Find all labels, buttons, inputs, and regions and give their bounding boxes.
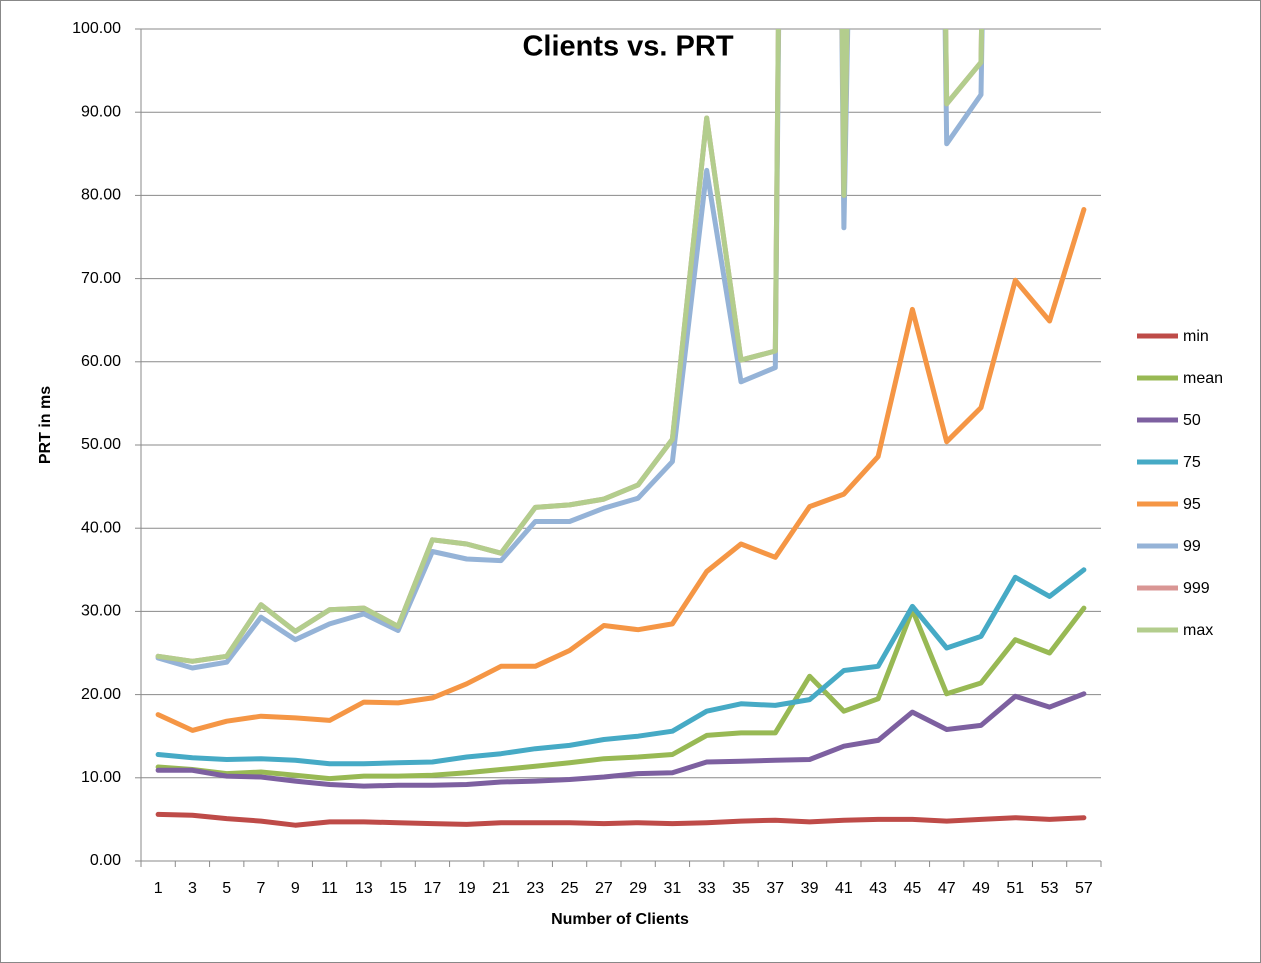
x-tick-label: 15 bbox=[389, 880, 407, 897]
chart-title: Clients vs. PRT bbox=[522, 31, 733, 63]
x-tick-label: 1 bbox=[154, 880, 163, 897]
y-tick-label: 30.00 bbox=[81, 603, 121, 620]
y-tick-label: 100.00 bbox=[72, 20, 121, 37]
x-tick-label: 11 bbox=[321, 880, 338, 897]
x-tick-label: 47 bbox=[938, 880, 956, 897]
x-tick-label: 51 bbox=[1006, 880, 1024, 897]
x-tick-label: 27 bbox=[595, 880, 613, 897]
x-tick-label: 57 bbox=[1075, 880, 1093, 897]
x-tick-label: 3 bbox=[188, 880, 197, 897]
x-tick-label: 33 bbox=[698, 880, 716, 897]
x-axis-title: Number of Clients bbox=[551, 911, 689, 928]
y-tick-label: 50.00 bbox=[81, 436, 121, 453]
series-line bbox=[155, 605, 1087, 782]
y-axis-title: PRT in ms bbox=[37, 386, 54, 464]
y-tick-label: 0.00 bbox=[90, 852, 121, 869]
legend-label: mean bbox=[1183, 370, 1223, 387]
y-tick-label: 40.00 bbox=[81, 519, 121, 536]
legend-label: max bbox=[1183, 622, 1213, 639]
legend-label: 50 bbox=[1183, 412, 1201, 429]
x-tick-label: 31 bbox=[664, 880, 682, 897]
legend-label: 99 bbox=[1183, 538, 1201, 555]
series-line bbox=[155, 207, 1087, 733]
series-group bbox=[155, 29, 1087, 828]
x-tick-label: 17 bbox=[424, 880, 442, 897]
x-tick-label: 25 bbox=[561, 880, 579, 897]
y-tick-label: 80.00 bbox=[81, 187, 121, 204]
x-tick-label: 9 bbox=[291, 880, 300, 897]
series-line bbox=[155, 811, 1087, 828]
x-tick-label: 53 bbox=[1041, 880, 1059, 897]
legend-label: min bbox=[1183, 328, 1209, 345]
x-tick-label: 39 bbox=[801, 880, 819, 897]
x-tick-label: 5 bbox=[222, 880, 231, 897]
x-tick-label: 45 bbox=[904, 880, 922, 897]
series-line bbox=[155, 29, 985, 671]
y-tick-label: 10.00 bbox=[81, 769, 121, 786]
x-tick-label: 35 bbox=[732, 880, 750, 897]
x-tick-label: 13 bbox=[355, 880, 373, 897]
legend-label: 75 bbox=[1183, 454, 1201, 471]
x-tick-label: 41 bbox=[835, 880, 853, 897]
y-tick-label: 60.00 bbox=[81, 353, 121, 370]
x-tick-label: 43 bbox=[869, 880, 887, 897]
legend-label: 999 bbox=[1183, 580, 1210, 597]
y-tick-label: 20.00 bbox=[81, 686, 121, 703]
series-line bbox=[155, 567, 1087, 767]
x-tick-label: 37 bbox=[766, 880, 784, 897]
x-tick-label: 7 bbox=[257, 880, 266, 897]
y-tick-label: 90.00 bbox=[81, 103, 121, 120]
x-tick-label: 21 bbox=[492, 880, 510, 897]
x-tick-label: 23 bbox=[526, 880, 544, 897]
y-tick-label: 70.00 bbox=[81, 270, 121, 287]
series-line bbox=[155, 691, 1087, 789]
x-tick-label: 19 bbox=[458, 880, 476, 897]
series-line bbox=[155, 29, 985, 664]
legend-label: 95 bbox=[1183, 496, 1201, 513]
x-tick-label: 49 bbox=[972, 880, 990, 897]
x-tick-label: 29 bbox=[629, 880, 647, 897]
